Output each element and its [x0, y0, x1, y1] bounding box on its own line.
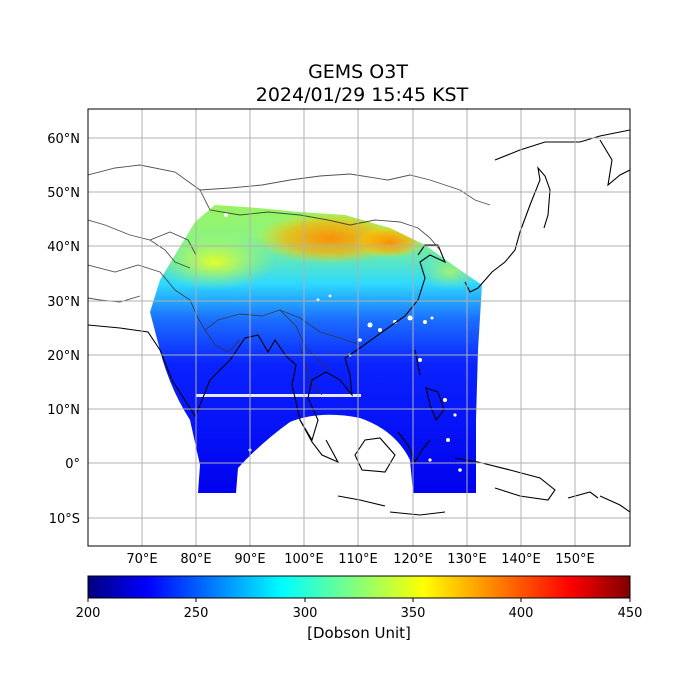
map-axes: 60°N 50°N 40°N 30°N 20°N 10°N 0° 10°S 70… [47, 108, 631, 567]
chart-title-line1: GEMS O3T [308, 61, 408, 83]
lat-tick-label: 0° [65, 457, 80, 472]
ozone-yellow-west [155, 234, 275, 290]
chart-title-line2: 2024/01/29 15:45 KST [256, 84, 469, 106]
lat-tick-label: 30°N [47, 295, 80, 310]
country-borders [88, 164, 491, 396]
colorbar: 200 250 300 350 400 450 [Dobson Unit] [76, 575, 643, 642]
lon-tick-labels: 70°E 80°E 90°E 100°E 110°E 120°E 130°E 1… [126, 552, 594, 567]
colorbar-tick-label: 200 [76, 606, 101, 621]
colorbar-tick-label: 350 [401, 606, 426, 621]
lon-tick-label: 80°E [180, 552, 211, 567]
lon-tick-label: 150°E [555, 552, 595, 567]
coastlines [88, 129, 630, 516]
colorbar-tick-label: 300 [293, 606, 318, 621]
lon-tick-label: 100°E [284, 552, 324, 567]
colorbar-tick-label: 250 [184, 606, 209, 621]
lat-tick-label: 10°S [49, 512, 80, 527]
colorbar-tick-label: 450 [618, 606, 643, 621]
map-frame [87, 108, 631, 547]
lat-tick-label: 40°N [47, 240, 80, 255]
lat-tick-label: 60°N [47, 132, 80, 147]
lon-tick-label: 110°E [338, 552, 378, 567]
lon-tick-label: 130°E [447, 552, 487, 567]
colorbar-tick-label: 400 [509, 606, 534, 621]
lon-tick-label: 120°E [393, 552, 433, 567]
lon-tick-label: 90°E [234, 552, 265, 567]
lon-tick-label: 140°E [501, 552, 541, 567]
lat-tick-labels: 60°N 50°N 40°N 30°N 20°N 10°N 0° 10°S [47, 132, 80, 527]
graticule [88, 109, 630, 546]
colorbar-gradient [87, 575, 631, 599]
lat-tick-label: 20°N [47, 349, 80, 364]
colorbar-tick-labels: 200 250 300 350 400 450 [76, 606, 643, 621]
lat-tick-label: 10°N [47, 403, 80, 418]
colorbar-tick-marks [87, 598, 631, 602]
colorbar-label: [Dobson Unit] [307, 624, 411, 642]
lon-tick-label: 70°E [126, 552, 157, 567]
swath-gap-line [196, 394, 361, 397]
lat-tick-label: 50°N [47, 186, 80, 201]
